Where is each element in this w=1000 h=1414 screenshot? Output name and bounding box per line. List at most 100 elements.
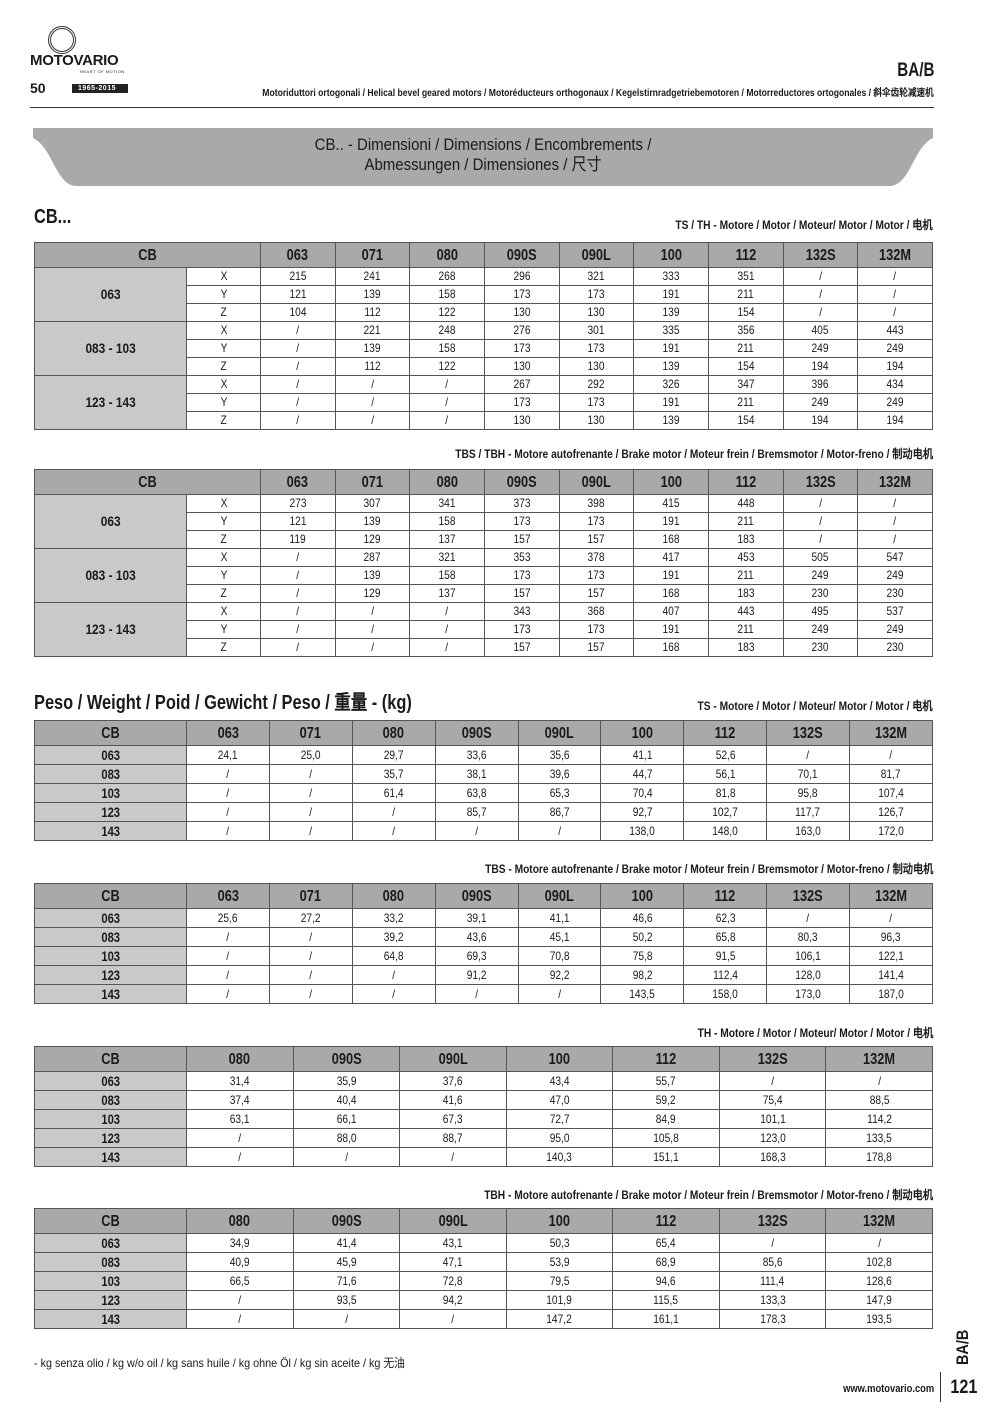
table-cell: 495 <box>782 602 859 621</box>
table-cell: 163,0 <box>766 821 850 841</box>
axis-label: Z <box>185 411 262 430</box>
cell-value: / <box>226 805 230 819</box>
table-cell: 122 <box>409 357 485 376</box>
cell-value: 249 <box>886 395 904 409</box>
row-label-text: 063 <box>101 1073 120 1089</box>
table-cell: 34,9 <box>186 1233 294 1253</box>
cell-value: 194 <box>886 413 904 427</box>
cell-value: 296 <box>513 269 531 283</box>
row-label: 103 <box>34 1271 187 1291</box>
table-cell: 117,7 <box>766 802 850 822</box>
cell-value: 326 <box>662 377 680 391</box>
cell-value: 221 <box>363 323 382 337</box>
cell-value: 41,1 <box>632 748 653 762</box>
axis-text: X <box>220 323 227 337</box>
header-label: CB <box>101 1212 120 1230</box>
header-label: 090L <box>544 887 575 905</box>
cell-value: 147,9 <box>866 1293 892 1307</box>
table-cell: 53,9 <box>505 1252 614 1272</box>
row-label-text: 143 <box>101 1311 120 1327</box>
column-header: 112 <box>683 883 768 909</box>
header-label: 080 <box>436 246 458 264</box>
cell-value: 101,1 <box>759 1112 786 1126</box>
table-row: 083 - 103 X / 221 248 276 301 335 356 405 443 <box>34 321 933 376</box>
cell-value: 50,2 <box>632 930 653 944</box>
size-group-label: 123 - 143 <box>34 375 187 430</box>
table-cell: 35,7 <box>351 764 436 784</box>
table-cell: / <box>825 1071 933 1091</box>
header-label: CB <box>101 887 120 905</box>
table-cell: 249 <box>782 566 859 585</box>
cell-value: 230 <box>811 640 829 654</box>
header-label: 112 <box>714 724 736 742</box>
banner-line-2: Abmessungen / Dimensiones / 尺寸 <box>364 155 602 174</box>
cell-value: 70,8 <box>549 949 570 963</box>
cell-value: 94,6 <box>656 1274 676 1288</box>
cell-value: 287 <box>363 550 382 564</box>
table-cell: 39,6 <box>517 764 602 784</box>
table-cell: 415 <box>633 494 709 513</box>
axis-label: Y <box>185 620 262 639</box>
row-label: 143 <box>34 1147 187 1167</box>
table-cell: 59,2 <box>612 1090 720 1110</box>
table-cell: 94,2 <box>399 1290 507 1310</box>
table-cell: 157 <box>558 584 635 603</box>
cell-value: 96,3 <box>881 930 901 944</box>
table-cell: 47,0 <box>505 1090 614 1110</box>
table-cell: / <box>766 745 850 765</box>
cell-value: 138,0 <box>629 824 656 838</box>
table-cell: / <box>260 393 336 412</box>
cell-value: 230 <box>811 586 829 600</box>
cell-value: 241 <box>363 269 382 283</box>
row-label: 063 <box>34 745 187 765</box>
header-label: 063 <box>217 887 239 905</box>
cell-value: 194 <box>886 359 904 373</box>
table-row: Z / 129 137 157 157 168 183 230 230 <box>35 584 933 603</box>
cell-value: 40,4 <box>336 1093 357 1107</box>
size-group-label: 063 <box>34 267 187 322</box>
cell-value: / <box>226 767 230 781</box>
cell-value: / <box>309 824 313 838</box>
cell-value: / <box>893 496 897 510</box>
table-cell: / <box>260 584 336 603</box>
cell-value: 130 <box>513 359 531 373</box>
column-header: 090S <box>434 883 519 909</box>
table-cell: 122 <box>409 303 485 322</box>
website-link[interactable]: www.motovario.com <box>842 1383 934 1395</box>
table-cell: 96,3 <box>849 927 933 947</box>
table-caption: TBS - Motore autofrenante / Brake motor … <box>484 862 933 876</box>
table-cell: / <box>186 821 270 841</box>
table-cell: / <box>782 494 859 513</box>
table-cell: 353 <box>483 548 560 567</box>
table-cell: 138,0 <box>600 821 685 841</box>
table-cell: / <box>186 1309 294 1329</box>
table-cell: 157 <box>558 530 635 549</box>
table-cell: 139 <box>334 566 411 585</box>
row-label-text: 123 <box>101 1130 120 1146</box>
cell-value: 130 <box>587 413 605 427</box>
cell-value: 75,8 <box>632 949 653 963</box>
cell-value: 105,8 <box>653 1131 679 1145</box>
cell-value: / <box>558 824 561 838</box>
table-cell: 211 <box>707 566 784 585</box>
cell-value: 44,7 <box>632 767 653 781</box>
axis-text: Z <box>220 413 227 427</box>
axis-label: Y <box>185 339 262 358</box>
cell-value: 92,7 <box>632 805 653 819</box>
table-cell: / <box>409 620 485 639</box>
table-cell: / <box>260 411 336 430</box>
cell-value: / <box>451 1150 455 1164</box>
table-cell: 249 <box>857 339 933 358</box>
table-cell: 154 <box>707 357 784 376</box>
table-cell: / <box>782 267 859 286</box>
table-cell: 173 <box>558 512 635 531</box>
cell-value: 39,2 <box>383 930 404 944</box>
table-cell: 104 <box>260 303 336 322</box>
header-label: 090L <box>544 724 575 742</box>
cell-value: / <box>445 413 449 427</box>
cell-value: 37,4 <box>229 1093 250 1107</box>
cell-value: 321 <box>438 550 456 564</box>
cell-value: 80,3 <box>798 930 818 944</box>
table-cell: 43,6 <box>434 927 519 947</box>
table-cell: 64,8 <box>351 946 436 966</box>
